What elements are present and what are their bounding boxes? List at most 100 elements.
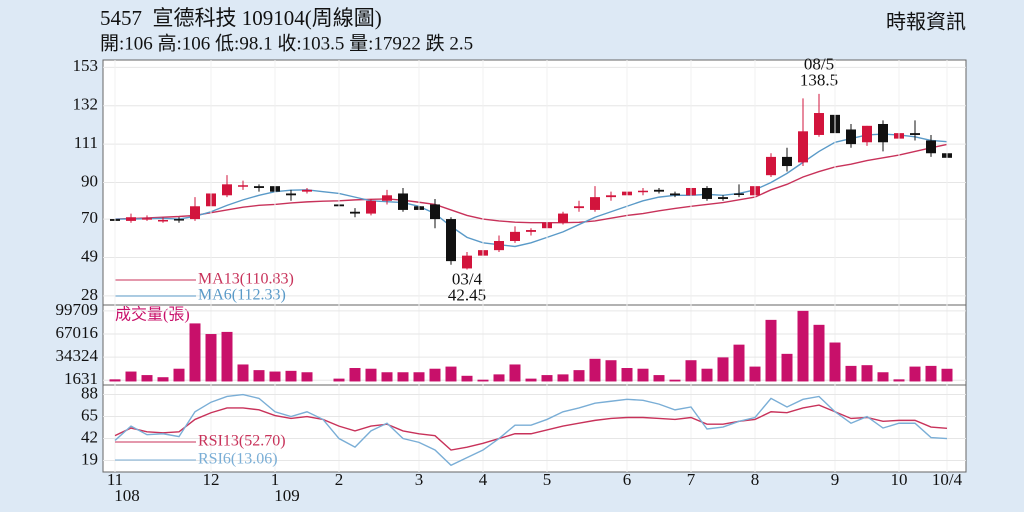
volume-bar [333, 378, 345, 382]
candle-body [846, 129, 856, 145]
y-tick-label: 34324 [56, 346, 99, 365]
volume-bar [557, 374, 569, 382]
x-tick-label: 3 [415, 470, 424, 489]
candle-body [190, 206, 200, 220]
volume-bar [909, 366, 921, 382]
candle-body [702, 187, 712, 199]
candle-body [558, 213, 568, 223]
legend-label: MA13(110.83) [198, 271, 294, 288]
y-tick-label: 88 [81, 383, 98, 402]
y-tick-label: 90 [81, 171, 98, 190]
volume-bar [765, 319, 777, 382]
x-tick-label: 2 [335, 470, 344, 489]
volume-bar [477, 379, 489, 382]
x-tick-label: 6 [623, 470, 632, 489]
volume-bar [925, 365, 937, 382]
volume-bar [253, 370, 265, 382]
volume-bar [173, 368, 185, 382]
candle-body [782, 156, 792, 167]
candle-body [638, 190, 648, 193]
x-tick-label: 9 [831, 470, 840, 489]
legend-label: RSI13(52.70) [198, 433, 286, 450]
candle-body [798, 131, 808, 163]
candle-body [462, 255, 472, 269]
y-tick-label: 42 [81, 427, 98, 446]
volume-bar [525, 378, 537, 382]
y-tick-label: 99709 [56, 300, 99, 319]
candle-body [526, 230, 536, 232]
candle-body [286, 193, 296, 196]
year-label: 108 [114, 486, 140, 505]
volume-bar [669, 379, 681, 382]
moving-average-line [114, 143, 948, 224]
volume-bar [797, 310, 809, 382]
candle-body [158, 219, 168, 222]
volume-bar [125, 371, 137, 382]
candle-body [590, 197, 600, 210]
volume-bar [141, 375, 153, 382]
x-tick-label: 10/4 [932, 470, 963, 489]
volume-bar [109, 379, 121, 382]
volume-bar [653, 375, 665, 382]
volume-bar [509, 364, 521, 382]
volume-bar [189, 323, 201, 382]
candle-body [302, 189, 312, 192]
candle-body [142, 218, 152, 220]
quote: 開:106 高:106 低:98.1 收:103.5 量:17922 跌 2.5 [100, 32, 473, 54]
annotation-value: 42.45 [448, 285, 486, 304]
candle-body [446, 219, 456, 262]
volume-bar [381, 372, 393, 382]
volume-bar [541, 375, 553, 382]
volume-bar [397, 372, 409, 382]
x-tick-label: 1 [271, 470, 280, 489]
y-tick-label: 19 [81, 449, 98, 468]
volume-bar [301, 372, 313, 382]
title: 5457 宣德科技 109104(周線圖) [100, 6, 382, 30]
volume-bar [701, 368, 713, 382]
volume-bar [781, 353, 793, 382]
y-tick-label: 65 [81, 405, 98, 424]
moving-average-line [115, 133, 948, 248]
candle-body [878, 123, 888, 143]
candle-body [398, 193, 408, 210]
y-tick-label: 28 [81, 285, 98, 304]
volume-bar [877, 372, 889, 382]
candle-body [606, 195, 616, 198]
y-tick-label: 70 [81, 208, 98, 227]
candle-body [174, 219, 184, 221]
candle-body [366, 200, 376, 214]
volume-bar [829, 342, 841, 382]
volume-bar [845, 365, 857, 382]
volume-bar [413, 372, 425, 382]
x-tick-label: 10 [891, 470, 908, 489]
volume-bar [573, 370, 585, 382]
candle-body [222, 184, 232, 196]
volume-bar [685, 360, 697, 382]
volume-bar [813, 324, 825, 382]
x-tick-label: 8 [751, 470, 760, 489]
candle-body [494, 241, 504, 251]
x-tick-label: 4 [479, 470, 488, 489]
annotation-label: 08/5 [804, 55, 834, 74]
volume-bar [861, 365, 873, 382]
volume-bar [157, 377, 169, 382]
candle-body [350, 211, 360, 214]
volume-bar [429, 368, 441, 382]
x-tick-label: 11 [107, 470, 123, 489]
volume-bar [749, 366, 761, 382]
candle-body [734, 193, 744, 195]
volume-bar [637, 368, 649, 382]
candle-body [926, 140, 936, 154]
volume-bar [733, 344, 745, 382]
candle-body [430, 204, 440, 220]
candle-body [814, 113, 824, 135]
legend-label: RSI6(13.06) [198, 451, 278, 468]
rsi-line [114, 393, 948, 467]
legend-label: MA6(112.33) [198, 287, 286, 304]
candle-body [862, 125, 872, 143]
volume-bar [445, 366, 457, 382]
y-tick-label: 1631 [64, 369, 98, 388]
candle-body [382, 195, 392, 201]
